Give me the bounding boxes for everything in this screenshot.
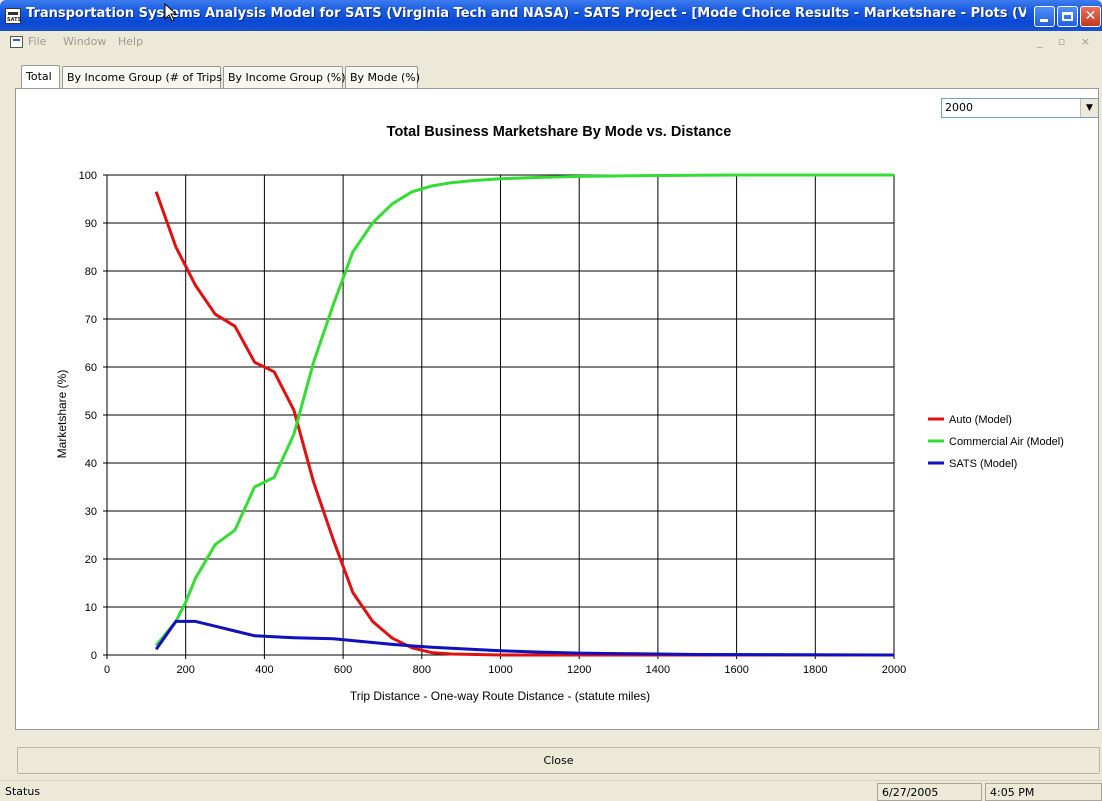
tab-income-group-percent[interactable]: By Income Group (%) — [223, 66, 346, 88]
tab-income-group-trips[interactable]: By Income Group (# of Trips) — [62, 66, 226, 88]
minimize-icon — [1040, 19, 1048, 22]
x-tick-label: 200 — [177, 664, 195, 676]
series-line-3 — [154, 619, 895, 657]
restore-button[interactable] — [1057, 6, 1078, 27]
menu-window[interactable]: Window — [63, 35, 107, 48]
menu-file[interactable]: File — [28, 35, 47, 48]
x-tick-label: 1000 — [488, 664, 512, 676]
y-axis-label: Marketshare (%) — [55, 370, 69, 459]
chart-title: Total Business Marketshare By Mode vs. D… — [387, 124, 732, 140]
tab-by-mode-percent[interactable]: By Mode (%) — [345, 66, 420, 88]
status-date: 6/27/2005 — [877, 783, 982, 801]
document-icon[interactable] — [10, 36, 23, 48]
mdi-window-controls[interactable]: _ ▫ × — [1036, 35, 1096, 48]
sats-app-icon[interactable]: SATS — [5, 8, 21, 24]
x-tick-label: 0 — [104, 664, 110, 676]
legend-label-3: SATS (Model) — [949, 458, 1017, 470]
y-tick-label: 100 — [79, 170, 97, 182]
series-line-2 — [155, 173, 894, 647]
x-tick-label: 1400 — [646, 664, 670, 676]
x-tick-label: 1800 — [803, 664, 827, 676]
x-tick-label: 1200 — [567, 664, 591, 676]
status-bar: Status 6/27/2005 4:05 PM — [0, 780, 1102, 801]
series-line-1 — [154, 191, 894, 657]
legend-label-2: Commercial Air (Model) — [949, 436, 1064, 448]
title-bar[interactable]: SATS Transportation Systems Analysis Mod… — [0, 0, 1102, 31]
tab-total[interactable]: Total — [21, 65, 60, 89]
y-tick-label: 10 — [85, 602, 97, 614]
y-tick-label: 50 — [85, 410, 97, 422]
y-tick-label: 60 — [85, 362, 97, 374]
status-time: 4:05 PM — [985, 783, 1102, 801]
y-tick-label: 90 — [85, 218, 97, 230]
chart-panel — [15, 88, 1099, 730]
year-dropdown[interactable]: 2000 ▼ — [941, 98, 1099, 118]
menu-help[interactable]: Help — [118, 35, 144, 48]
year-dropdown-value: 2000 — [945, 101, 973, 114]
x-tick-label: 1600 — [724, 664, 748, 676]
x-axis-label: Trip Distance - One-way Route Distance -… — [350, 689, 650, 703]
x-tick-label: 2000 — [882, 664, 906, 676]
mouse-cursor-icon — [164, 3, 178, 22]
y-tick-label: 40 — [85, 458, 97, 470]
close-icon: ✕ — [1084, 8, 1097, 24]
x-tick-label: 800 — [413, 664, 431, 676]
y-tick-label: 80 — [85, 266, 97, 278]
legend-label-1: Auto (Model) — [949, 414, 1012, 426]
close-button[interactable]: Close — [17, 747, 1100, 774]
x-tick-label: 400 — [255, 664, 273, 676]
close-window-button[interactable]: ✕ — [1080, 6, 1101, 27]
x-tick-label: 600 — [334, 664, 352, 676]
y-tick-label: 70 — [85, 314, 97, 326]
minimize-button[interactable] — [1034, 6, 1055, 27]
window-title: Transportation Systems Analysis Model fo… — [26, 6, 1026, 21]
chevron-down-icon[interactable]: ▼ — [1080, 99, 1098, 117]
status-text: Status — [5, 785, 41, 798]
menu-bar: File Window Help _ ▫ × — [0, 31, 1102, 53]
y-tick-label: 30 — [85, 506, 97, 518]
restore-icon — [1062, 12, 1073, 21]
y-tick-label: 0 — [91, 650, 97, 662]
y-tick-label: 20 — [85, 554, 97, 566]
